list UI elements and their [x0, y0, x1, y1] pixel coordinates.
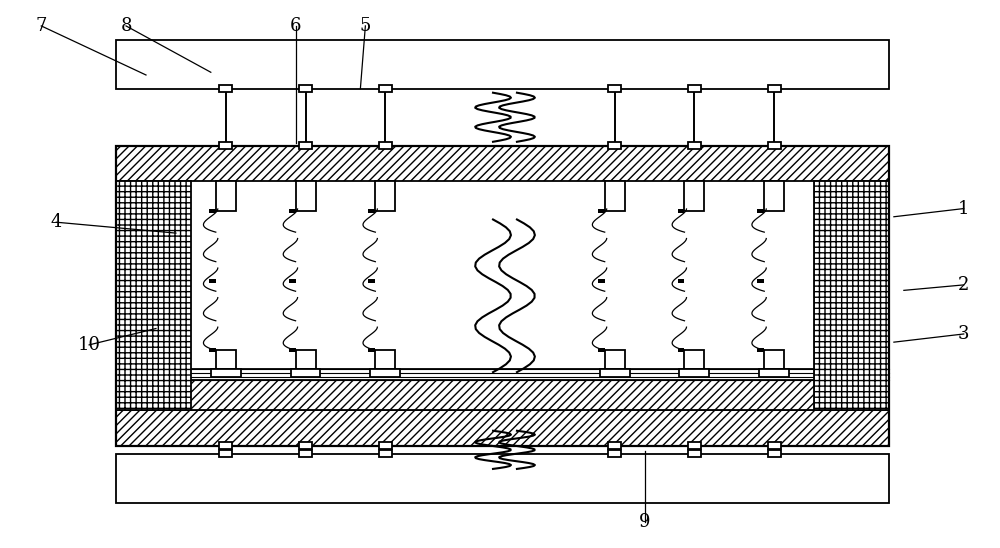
Bar [116, 39, 889, 89]
Bar [299, 442, 312, 449]
Bar [678, 279, 684, 283]
Bar [216, 181, 236, 212]
Bar [598, 279, 605, 283]
Bar [296, 181, 316, 212]
Bar [375, 181, 395, 212]
Bar [768, 442, 781, 449]
Bar [605, 181, 625, 212]
Bar [116, 454, 889, 503]
Bar [211, 369, 241, 377]
Text: 6: 6 [290, 17, 301, 35]
Text: 8: 8 [120, 17, 132, 35]
Bar [368, 349, 375, 352]
Bar [688, 85, 701, 92]
Bar [757, 279, 764, 283]
Bar [598, 349, 605, 352]
Bar [768, 142, 781, 150]
Bar [757, 349, 764, 352]
Bar [814, 181, 889, 410]
Bar [608, 142, 621, 150]
Bar [768, 450, 781, 458]
Text: 9: 9 [639, 513, 650, 531]
Bar [764, 181, 784, 212]
Bar [209, 349, 216, 352]
Text: 7: 7 [36, 17, 47, 35]
Text: 4: 4 [51, 213, 62, 231]
Bar [684, 350, 704, 369]
Bar [757, 209, 764, 213]
Bar [759, 369, 789, 377]
Bar [116, 181, 191, 410]
Bar [116, 410, 889, 446]
Bar [684, 181, 704, 212]
Bar [296, 350, 316, 369]
Bar [598, 209, 605, 213]
Bar [379, 142, 392, 150]
Bar [379, 442, 392, 449]
Text: 10: 10 [78, 336, 101, 354]
Text: 1: 1 [958, 199, 969, 218]
Text: 5: 5 [360, 17, 371, 35]
Bar [219, 450, 232, 458]
Bar [299, 142, 312, 150]
Bar [379, 450, 392, 458]
Bar [688, 442, 701, 449]
Bar [678, 209, 684, 213]
Bar [605, 350, 625, 369]
Bar [768, 85, 781, 92]
Bar [116, 146, 889, 446]
Bar [608, 450, 621, 458]
Bar [219, 442, 232, 449]
Bar [299, 450, 312, 458]
Bar [600, 369, 630, 377]
Text: 2: 2 [958, 276, 969, 294]
Bar [219, 142, 232, 150]
Bar [216, 350, 236, 369]
Bar [289, 349, 296, 352]
Bar [368, 209, 375, 213]
Bar [608, 442, 621, 449]
Bar [291, 369, 320, 377]
Bar [375, 350, 395, 369]
Bar [219, 85, 232, 92]
Bar [289, 279, 296, 283]
Bar [678, 349, 684, 352]
Bar [209, 209, 216, 213]
Bar [289, 209, 296, 213]
Text: 3: 3 [958, 325, 969, 343]
Bar [299, 85, 312, 92]
Bar [370, 369, 400, 377]
Bar [116, 181, 889, 369]
Bar [116, 146, 889, 181]
Bar [688, 142, 701, 150]
Bar [209, 279, 216, 283]
Bar [368, 279, 375, 283]
Bar [379, 85, 392, 92]
Bar [608, 85, 621, 92]
Bar [764, 350, 784, 369]
Bar [679, 369, 709, 377]
Bar [688, 450, 701, 458]
Bar [116, 380, 889, 410]
Bar [116, 369, 889, 380]
